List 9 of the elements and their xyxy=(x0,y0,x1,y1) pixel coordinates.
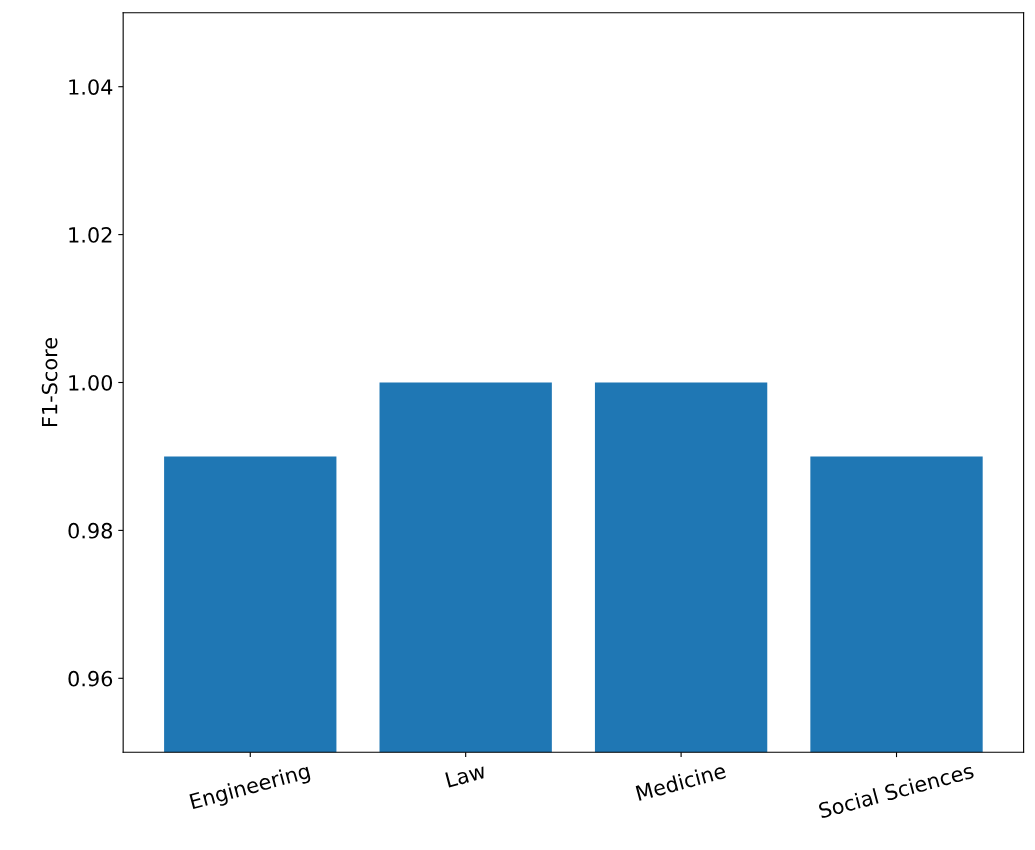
y-tick-label: 0.98 xyxy=(68,522,113,539)
x-tick-label: Medicine xyxy=(635,762,727,802)
y-tick-label: 0.96 xyxy=(68,670,113,687)
y-tick-label: 1.04 xyxy=(69,79,113,95)
x-tick-label: Social Sciences xyxy=(817,762,975,819)
y-axis-title: F1-Score xyxy=(41,338,58,426)
x-tick-label: Law xyxy=(445,762,487,788)
y-tick-label: 1.02 xyxy=(69,227,112,243)
y-tick-label: 1.00 xyxy=(69,374,113,391)
